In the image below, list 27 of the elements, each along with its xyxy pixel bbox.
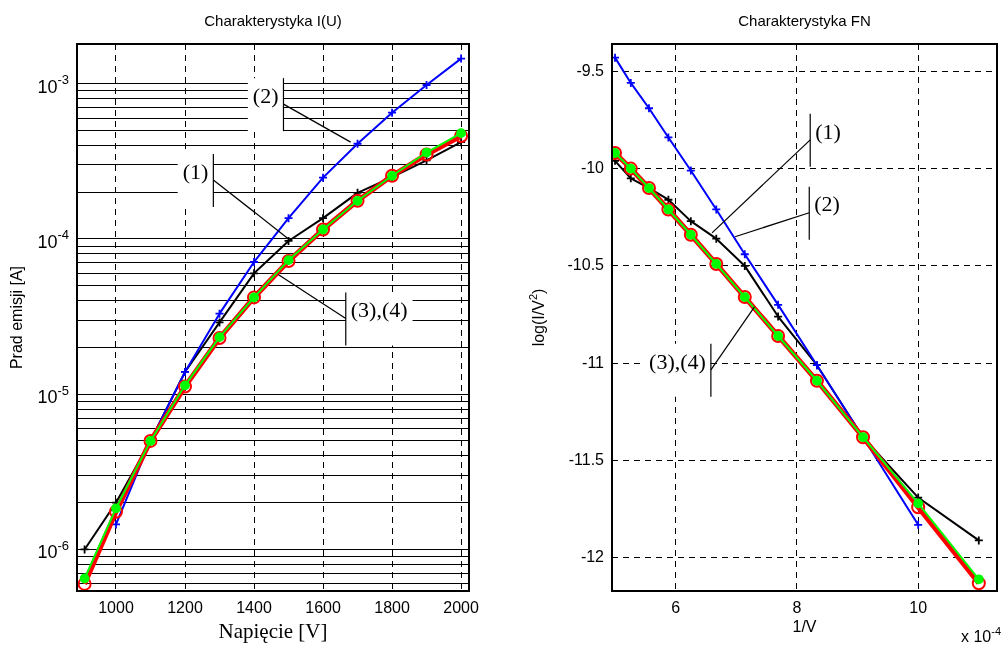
- annotation: (2): [814, 191, 840, 217]
- x-tick-label: 1200: [167, 599, 203, 617]
- x-axis-title: 1/V: [792, 618, 817, 636]
- x-tick-label: 6: [671, 599, 681, 617]
- annotation: (2): [252, 82, 279, 108]
- annotation: (1): [815, 118, 841, 144]
- x-tick-label: 1600: [305, 599, 341, 617]
- y-tick-label: -10.5: [567, 256, 605, 274]
- y-tick-label: -11: [582, 353, 605, 371]
- x-tick-label: 1000: [98, 599, 134, 617]
- y-tick-label: -10: [580, 158, 605, 176]
- y-tick-label: -11.5: [568, 450, 605, 468]
- y-axis-title: Prad emisji [A]: [8, 265, 26, 370]
- y-tick-label: -9.5: [576, 61, 605, 79]
- chart-title: Charakterystyka I(U): [204, 12, 342, 30]
- x-tick-label: 1800: [374, 599, 410, 617]
- x-tick-label: 8: [792, 599, 802, 617]
- annotation: (3),(4): [350, 297, 408, 323]
- annotation: (3),(4): [649, 348, 706, 374]
- chart-title: Charakterystyka FN: [738, 12, 871, 30]
- x-tick-label: 2000: [443, 599, 479, 617]
- x-tick-label: 1400: [236, 599, 272, 617]
- y-tick-label: -12: [580, 548, 605, 566]
- y-axis-title: log(I/V2): [526, 288, 548, 347]
- x-axis-title: Napięcie [V]: [218, 618, 328, 643]
- annotation: (1): [182, 158, 209, 184]
- x-tick-label: 10: [909, 599, 928, 617]
